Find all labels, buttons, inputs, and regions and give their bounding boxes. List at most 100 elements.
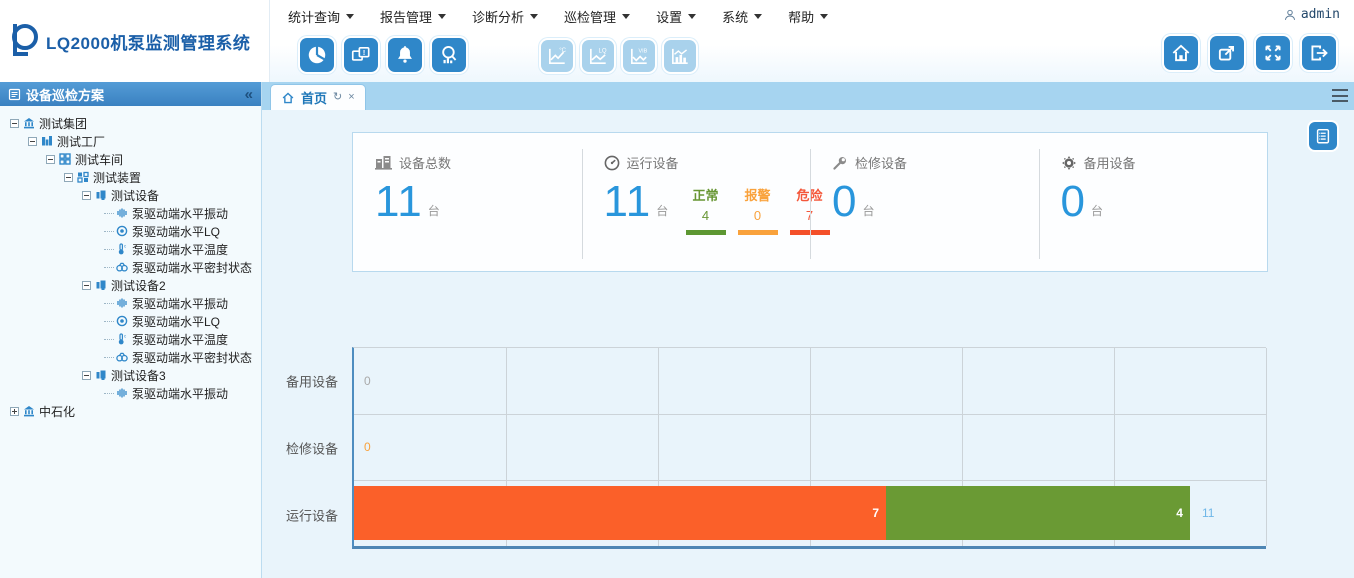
chart-gridline <box>505 348 507 546</box>
tree-connector <box>104 356 114 358</box>
equipment-icon <box>96 190 106 200</box>
vibration-sensor-icon <box>117 298 127 308</box>
gauge-icon <box>604 155 619 170</box>
card-running-devices: 运行设备 11 台 正常 4 报警 0 <box>581 133 830 271</box>
chart-category-label: 检修设备 <box>285 441 338 457</box>
card-label: 备用设备 <box>1083 156 1136 171</box>
wrench-icon <box>833 156 846 170</box>
popup-window-button[interactable] <box>1210 36 1244 70</box>
logout-button[interactable] <box>1302 36 1336 70</box>
tree-node-workshop[interactable]: 测试车间 <box>4 150 261 168</box>
device-list-button[interactable] <box>1309 122 1337 150</box>
pie-chart-button[interactable] <box>300 38 334 72</box>
menu-label: 统计查询 <box>288 9 341 25</box>
lq-trend-icon: LQ <box>590 49 607 64</box>
chart-row: 7 4 11 <box>354 479 1266 546</box>
tree-collapse-icon[interactable] <box>46 154 55 164</box>
tree-node-sensor[interactable]: 泵驱动端水平密封状态 <box>4 348 261 366</box>
tree-node-equipment[interactable]: 测试设备2 <box>4 276 261 294</box>
tree-collapse-icon[interactable] <box>82 190 91 200</box>
factory-icon <box>42 136 52 146</box>
tree-collapse-icon[interactable] <box>28 136 37 146</box>
collapse-sidebar-button[interactable]: « <box>244 85 253 103</box>
svg-text:VIB: VIB <box>638 49 647 55</box>
tree-collapse-icon[interactable] <box>82 280 91 290</box>
menu-label: 系统 <box>722 9 749 25</box>
bar-total-label: 11 <box>1201 506 1215 521</box>
caret-down-icon <box>754 13 763 19</box>
tab-strip: 首页 ↻ × <box>262 82 1354 110</box>
bar-segment-危险[interactable]: 7 <box>354 486 886 541</box>
workshop-icon <box>59 153 71 165</box>
chart-gridline <box>810 348 811 546</box>
tree-connector <box>104 230 114 232</box>
tree-node-sensor[interactable]: 泵驱动端水平LQ <box>4 222 261 240</box>
tree-node-label: 泵驱动端水平振动 <box>132 296 229 311</box>
tree-node-group[interactable]: 测试集团 <box>4 114 261 132</box>
menu-label: 设置 <box>656 9 683 25</box>
menu-stats-query[interactable]: 统计查询 <box>288 7 355 26</box>
search-stats-button[interactable] <box>432 38 466 72</box>
tree-node-sensor[interactable]: 泵驱动端水平振动 <box>4 384 261 402</box>
tree-node-label: 测试装置 <box>93 170 142 185</box>
tree-node-sensor[interactable]: 泵驱动端水平振动 <box>4 294 261 312</box>
tree-node-group[interactable]: 中石化 <box>4 402 261 420</box>
menu-diagnosis[interactable]: 诊断分析 <box>472 7 539 26</box>
svg-text:!: ! <box>363 48 366 57</box>
tree-connector <box>104 302 114 304</box>
alarm-windows-button[interactable]: ! <box>344 38 378 72</box>
tab-home[interactable]: 首页 ↻ × <box>270 84 366 110</box>
caret-down-icon <box>622 13 631 19</box>
running-breakdown: 正常 4 报警 0 危险 7 <box>685 185 830 235</box>
vibration-trend-button[interactable]: VIB <box>623 40 655 72</box>
tree-node-sensor[interactable]: 泵驱动端水平振动 <box>4 204 261 222</box>
svg-text:°C: °C <box>559 48 566 54</box>
lq-sensor-icon <box>116 225 128 237</box>
tree-node-label: 泵驱动端水平密封状态 <box>132 350 253 365</box>
fullscreen-icon <box>1265 45 1281 61</box>
tab-close-icon[interactable]: × <box>348 91 355 103</box>
dashboard-content: 设备总数 11 台 运行设备 11 台 正常 <box>262 110 1354 578</box>
menu-system[interactable]: 系统 <box>722 7 763 26</box>
tree-node-label: 测试设备 <box>111 188 160 203</box>
tree-collapse-icon[interactable] <box>82 370 91 380</box>
header: LQ2000机泵监测管理系统 统计查询 报告管理 诊断分析 巡检管理 设置 系统… <box>0 0 1354 82</box>
fullscreen-button[interactable] <box>1256 36 1290 70</box>
bar-trend-icon <box>672 48 688 64</box>
lq-trend-button[interactable]: LQ <box>582 40 614 72</box>
menu-settings[interactable]: 设置 <box>656 7 697 26</box>
user-box[interactable]: admin <box>1283 7 1340 22</box>
tree-connector <box>104 212 114 214</box>
bell-button[interactable] <box>388 38 422 72</box>
tree-node-equipment[interactable]: 测试设备 <box>4 186 261 204</box>
menu-inspection[interactable]: 巡检管理 <box>564 7 631 26</box>
tree-expand-icon[interactable] <box>10 406 19 416</box>
tree-node-label: 测试工厂 <box>57 134 106 149</box>
tree-node-label: 泵驱动端水平LQ <box>132 224 221 239</box>
tree-collapse-icon[interactable] <box>10 118 19 128</box>
temperature-trend-button[interactable]: °C <box>541 40 573 72</box>
tree-node-equipment[interactable]: 测试设备3 <box>4 366 261 384</box>
tree-node-factory[interactable]: 测试工厂 <box>4 132 261 150</box>
tree-node-sensor[interactable]: 泵驱动端水平LQ <box>4 312 261 330</box>
bar-segment-正常[interactable]: 4 <box>886 486 1190 541</box>
card-unit: 台 <box>427 204 440 218</box>
menu-help[interactable]: 帮助 <box>788 7 829 26</box>
menu-report[interactable]: 报告管理 <box>380 7 447 26</box>
bar-trend-button[interactable] <box>664 40 696 72</box>
tree-node-label: 测试设备2 <box>111 278 166 293</box>
app-logo-icon <box>12 24 38 56</box>
tree-node-sensor[interactable]: c 泵驱动端水平温度 <box>4 240 261 258</box>
tab-overflow-menu-icon[interactable] <box>1332 89 1348 102</box>
temperature-sensor-icon: c <box>118 243 127 255</box>
tree-node-sensor[interactable]: c 泵驱动端水平温度 <box>4 330 261 348</box>
tree-collapse-icon[interactable] <box>64 172 73 182</box>
tree-node-unit[interactable]: 测试装置 <box>4 168 261 186</box>
main-area: 首页 ↻ × 设备总数 11 台 <box>262 82 1354 578</box>
tree-connector <box>104 320 114 322</box>
tab-label: 首页 <box>301 91 328 106</box>
tree-node-sensor[interactable]: 泵驱动端水平密封状态 <box>4 258 261 276</box>
home-button[interactable] <box>1164 36 1198 70</box>
card-unit: 台 <box>656 204 669 218</box>
tab-refresh-icon[interactable]: ↻ <box>333 91 343 103</box>
